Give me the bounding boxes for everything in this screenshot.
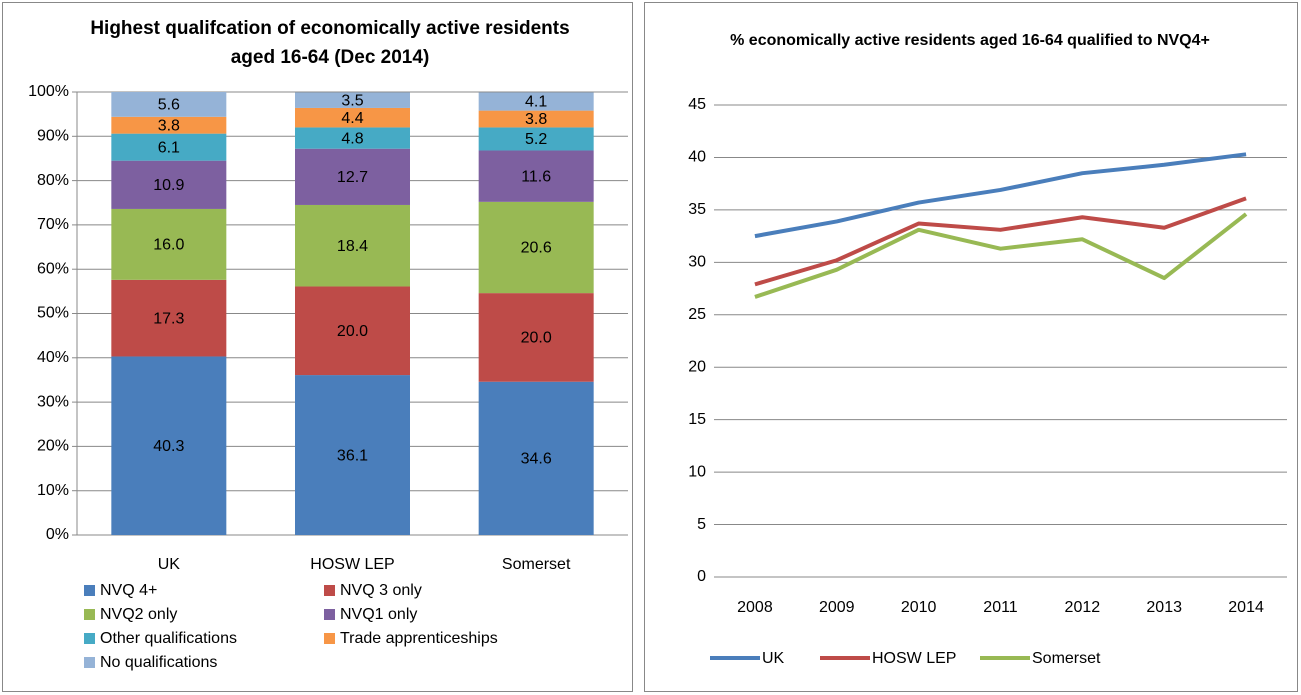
legend-label: NVQ 3 only bbox=[340, 582, 422, 599]
data-label: 11.6 bbox=[521, 168, 551, 185]
data-label: 20.0 bbox=[337, 323, 368, 340]
legend-label: NVQ2 only bbox=[100, 606, 177, 623]
legend-label: Trade apprenticeships bbox=[340, 630, 498, 647]
line bbox=[754, 152, 1247, 239]
legend-swatch bbox=[324, 585, 335, 596]
y-tick-label: 100% bbox=[28, 83, 69, 100]
bar-segment bbox=[295, 107, 410, 128]
data-label: 20.6 bbox=[521, 240, 552, 257]
x-tick-label: UK bbox=[158, 556, 181, 573]
x-tick-label: HOSW LEP bbox=[310, 556, 394, 573]
y-tick-label: 90% bbox=[37, 128, 69, 145]
y-tick-label: 80% bbox=[37, 172, 69, 189]
data-label: 16.0 bbox=[153, 237, 184, 254]
bar-segment bbox=[295, 375, 410, 535]
data-label: 34.6 bbox=[521, 451, 552, 468]
x-tick-label: 2012 bbox=[1065, 599, 1101, 616]
y-tick-label: 10% bbox=[37, 482, 69, 499]
chart-title: % economically active residents aged 16-… bbox=[730, 32, 1210, 49]
bar-segment bbox=[111, 92, 227, 117]
bar-segment bbox=[111, 356, 227, 535]
y-tick-label: 60% bbox=[37, 260, 69, 277]
legend-label: UK bbox=[762, 650, 785, 667]
legend-label: No qualifications bbox=[100, 654, 217, 671]
bar-segment bbox=[478, 92, 594, 111]
bar-segment bbox=[478, 110, 594, 128]
data-label: 3.5 bbox=[341, 92, 363, 109]
bar-segment bbox=[295, 204, 410, 287]
x-tick-label: 2010 bbox=[901, 599, 937, 616]
data-label: 4.8 bbox=[341, 130, 363, 147]
x-tick-label: 2013 bbox=[1146, 599, 1182, 616]
bar-segment bbox=[478, 381, 594, 535]
legend-swatch bbox=[84, 585, 95, 596]
data-label: 5.2 bbox=[525, 131, 547, 148]
y-tick-label: 50% bbox=[37, 305, 69, 322]
y-tick-label: 0% bbox=[46, 526, 69, 543]
data-label: 5.6 bbox=[158, 97, 180, 114]
y-tick-label: 30 bbox=[688, 254, 706, 271]
line bbox=[754, 196, 1247, 287]
bar-segment bbox=[478, 293, 594, 382]
legend-swatch bbox=[324, 633, 335, 644]
legend-label: Somerset bbox=[1032, 650, 1101, 667]
x-tick-label: 2009 bbox=[819, 599, 855, 616]
data-label: 36.1 bbox=[337, 447, 368, 464]
bar-segment bbox=[111, 279, 227, 357]
bar-segment bbox=[295, 92, 410, 108]
data-label: 40.3 bbox=[153, 438, 184, 455]
y-tick-label: 25 bbox=[688, 306, 706, 323]
bar-segment bbox=[111, 116, 227, 134]
legend-swatch bbox=[84, 657, 95, 668]
bar-segment bbox=[295, 148, 410, 205]
data-label: 4.1 bbox=[525, 94, 547, 111]
x-tick-label: 2008 bbox=[737, 599, 773, 616]
legend-swatch bbox=[84, 609, 95, 620]
y-tick-label: 20 bbox=[688, 358, 706, 375]
data-label: 12.7 bbox=[337, 169, 368, 186]
bar-segment bbox=[295, 286, 410, 376]
bar-segment bbox=[478, 150, 594, 202]
y-tick-label: 70% bbox=[37, 216, 69, 233]
data-label: 6.1 bbox=[158, 139, 180, 156]
data-label: 3.8 bbox=[158, 117, 180, 134]
data-label: 3.8 bbox=[525, 111, 547, 128]
x-tick-label: Somerset bbox=[502, 556, 571, 573]
legend-label: HOSW LEP bbox=[872, 650, 956, 667]
y-tick-label: 20% bbox=[37, 438, 69, 455]
legend-label: Other qualifications bbox=[100, 630, 237, 647]
y-tick-label: 40% bbox=[37, 349, 69, 366]
legend-label: NVQ1 only bbox=[340, 606, 417, 623]
data-label: 17.3 bbox=[153, 310, 184, 327]
y-tick-label: 10 bbox=[688, 463, 706, 480]
line bbox=[754, 212, 1248, 299]
y-tick-label: 35 bbox=[688, 201, 706, 218]
chart-title: Highest qualifcation of economically act… bbox=[90, 18, 570, 68]
data-label: 20.0 bbox=[521, 330, 552, 347]
y-tick-label: 0 bbox=[697, 568, 706, 585]
bar-segment bbox=[295, 127, 410, 149]
y-tick-label: 40 bbox=[688, 149, 706, 166]
bar-segment bbox=[111, 160, 227, 209]
legend-swatch bbox=[84, 633, 95, 644]
y-tick-label: 5 bbox=[697, 516, 706, 533]
data-label: 4.4 bbox=[341, 110, 363, 127]
legend-swatch bbox=[324, 609, 335, 620]
bar-segment bbox=[111, 208, 227, 280]
legend-label: NVQ 4+ bbox=[100, 582, 157, 599]
bar-segment bbox=[111, 133, 227, 161]
bar-segment bbox=[478, 127, 594, 151]
x-tick-label: 2014 bbox=[1228, 599, 1264, 616]
data-label: 10.9 bbox=[153, 177, 184, 194]
bar-segment bbox=[478, 201, 594, 294]
x-tick-label: 2011 bbox=[983, 599, 1018, 616]
y-tick-label: 30% bbox=[37, 393, 69, 410]
data-label: 18.4 bbox=[337, 238, 368, 255]
y-tick-label: 15 bbox=[688, 411, 706, 428]
y-tick-label: 45 bbox=[688, 96, 706, 113]
panel bbox=[644, 2, 1298, 692]
